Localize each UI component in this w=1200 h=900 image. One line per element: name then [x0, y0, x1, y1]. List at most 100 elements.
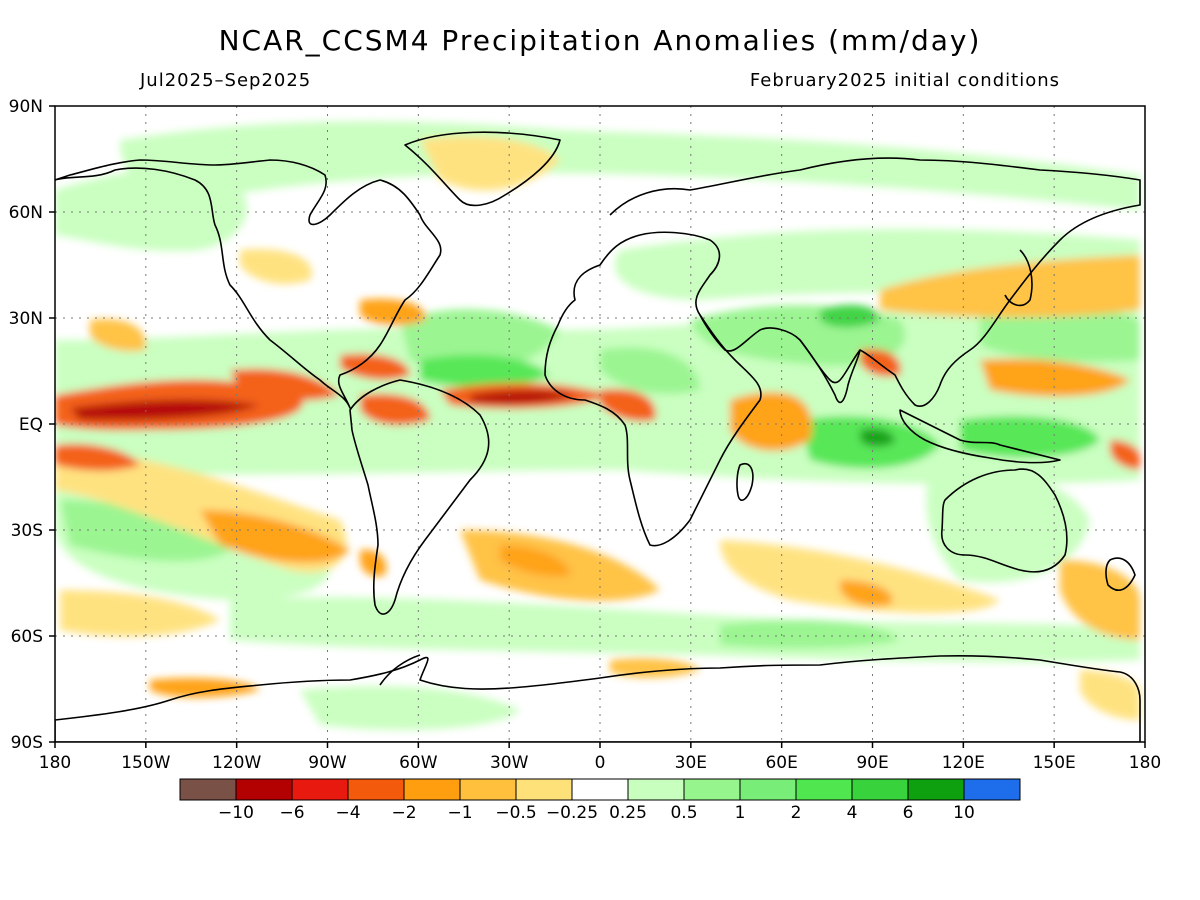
dry-anomaly-atlantic-itcz-core [470, 389, 575, 405]
gridlines [55, 106, 1145, 742]
lat-tick-label: 30S [11, 521, 43, 541]
wet-anomaly-caribbean [420, 355, 550, 387]
coastline-madagascar [736, 463, 754, 501]
dry-anomaly-southwest-pacific [55, 443, 140, 471]
lon-tick-label: 150E [1033, 753, 1076, 773]
initial-conditions: February2025 initial conditions [749, 70, 1060, 91]
colorbar-swatch [683, 778, 741, 801]
colorbar-swatch [963, 778, 1021, 801]
dry-anomaly-east-asia [880, 255, 1140, 318]
lon-tick-label: 30E [675, 753, 707, 773]
coastline-india [799, 339, 861, 404]
colorbar-label: −2 [391, 803, 416, 823]
dry-anomaly-antarctic-coast [150, 678, 260, 698]
lon-tick-label: 30W [490, 753, 529, 773]
colorbar-label: −6 [279, 803, 304, 823]
colorbar [179, 778, 1021, 801]
colorbar-swatch [347, 778, 405, 801]
coastline-australia [940, 468, 1068, 573]
colorbar-label: −1 [447, 803, 472, 823]
dry-anomaly-central-pacific [90, 319, 146, 352]
lon-tick-label: 180 [1129, 753, 1161, 773]
dry-anomaly-atlantic-south [500, 545, 570, 577]
colorbar-label: 2 [791, 803, 802, 823]
lat-tick-label: 60N [9, 203, 43, 223]
dry-anomaly-east-pacific [230, 368, 340, 401]
coastline-greenland [404, 131, 561, 207]
colorbar-swatch [459, 778, 517, 801]
colorbar-label: 1 [735, 803, 746, 823]
coastline-antarctic-peninsula [379, 654, 421, 686]
colorbar-swatch [403, 778, 461, 801]
coastline-africa-europe [544, 231, 762, 547]
lon-tick-label: 180 [39, 753, 71, 773]
coastline-south-america [349, 379, 490, 615]
lon-tick-label: 0 [595, 753, 606, 773]
wet-anomaly-north-atlantic [400, 309, 560, 370]
dry-anomaly-great-australian-bight [840, 580, 893, 607]
colorbar-label: −0.25 [546, 803, 598, 823]
wet-anomaly-maritime-continent [960, 416, 1100, 458]
colorbar-swatch [739, 778, 797, 801]
dry-anomaly-west-pacific [980, 358, 1130, 397]
coastline-north-america [55, 159, 442, 409]
colorbar-swatch [851, 778, 909, 801]
wet-anomaly-north-pacific-east [980, 305, 1140, 362]
dry-anomaly-central-america [340, 353, 410, 380]
lon-tick-label: 150W [121, 753, 170, 773]
lat-tick-label: 30N [9, 309, 43, 329]
coastline-maritime-continent [899, 409, 1061, 464]
colorbar-label: 0.5 [670, 803, 697, 823]
colorbar-swatch [291, 778, 349, 801]
dry-anomaly-west-indian-ocean [730, 392, 812, 451]
colorbar-swatch [235, 778, 293, 801]
dry-anomaly-south-pacific-convergence [1110, 440, 1140, 470]
colorbar-label: 0.25 [609, 803, 647, 823]
dry-anomaly-gulf-stream [360, 298, 426, 326]
dry-anomaly-eastern-south-pacific [200, 510, 350, 563]
lat-tick-label: 90S [11, 733, 43, 753]
lat-tick-label: 90N [9, 97, 43, 117]
colorbar-label: −10 [218, 803, 254, 823]
lat-tick-label: EQ [19, 415, 43, 435]
wet-anomaly-sahel [600, 347, 700, 394]
longitude-axis: 180 150W 120W 90W 60W 30W 0 30E 60E 90E 120E 150E 18… [39, 742, 1161, 773]
colorbar-swatch [179, 778, 237, 801]
wet-anomaly-south-pacific-west [60, 500, 230, 562]
wet-anomaly-australia [926, 467, 1090, 583]
wet-anomaly-antarctic [300, 686, 520, 730]
colorbar-labels: −10 −6 −4 −2 −1 −0.5 −0.25 0.25 0.5 1 2 4 6 10 [218, 803, 975, 823]
latitude-axis: 90N 60N 30N EQ 30S 60S 90S [9, 97, 55, 753]
dry-anomaly-greenland [420, 136, 560, 191]
dry-anomaly-equatorial-pacific-core [70, 399, 260, 421]
colorbar-label: −4 [335, 803, 360, 823]
dry-anomaly-north-pacific-east [240, 249, 312, 285]
lon-tick-label: 120W [212, 753, 261, 773]
colorbar-swatch [571, 778, 629, 801]
colorbar-label: 4 [847, 803, 858, 823]
wet-anomaly-indian-core [860, 428, 895, 447]
wet-anomaly-southern-ocean [230, 597, 1140, 663]
coastlines [55, 131, 1141, 742]
colorbar-swatch [627, 778, 685, 801]
lon-tick-label: 90W [308, 753, 347, 773]
wet-anomaly-west-pacific-north [820, 304, 880, 328]
wet-anomaly-arctic [120, 121, 1140, 210]
anomaly-field [55, 121, 1140, 730]
coastline-japan [1004, 249, 1033, 307]
colorbar-label: 6 [903, 803, 914, 823]
lon-tick-label: 120E [942, 753, 985, 773]
dry-anomaly-antarctic-east [1080, 670, 1140, 720]
lon-tick-label: 90E [856, 753, 888, 773]
dry-anomaly-tasman [1060, 560, 1140, 640]
coastline-new-zealand [1105, 557, 1136, 591]
colorbar-swatch [907, 778, 965, 801]
lat-tick-label: 60S [11, 627, 43, 647]
forecast-period: Jul2025–Sep2025 [140, 70, 312, 91]
map-title: NCAR_CCSM4 Precipitation Anomalies (mm/d… [218, 24, 982, 57]
wet-anomaly-southern-ocean-2 [720, 620, 900, 649]
lon-tick-label: 60W [399, 753, 438, 773]
dry-anomaly-patagonia [360, 549, 387, 577]
lon-tick-label: 60E [765, 753, 797, 773]
